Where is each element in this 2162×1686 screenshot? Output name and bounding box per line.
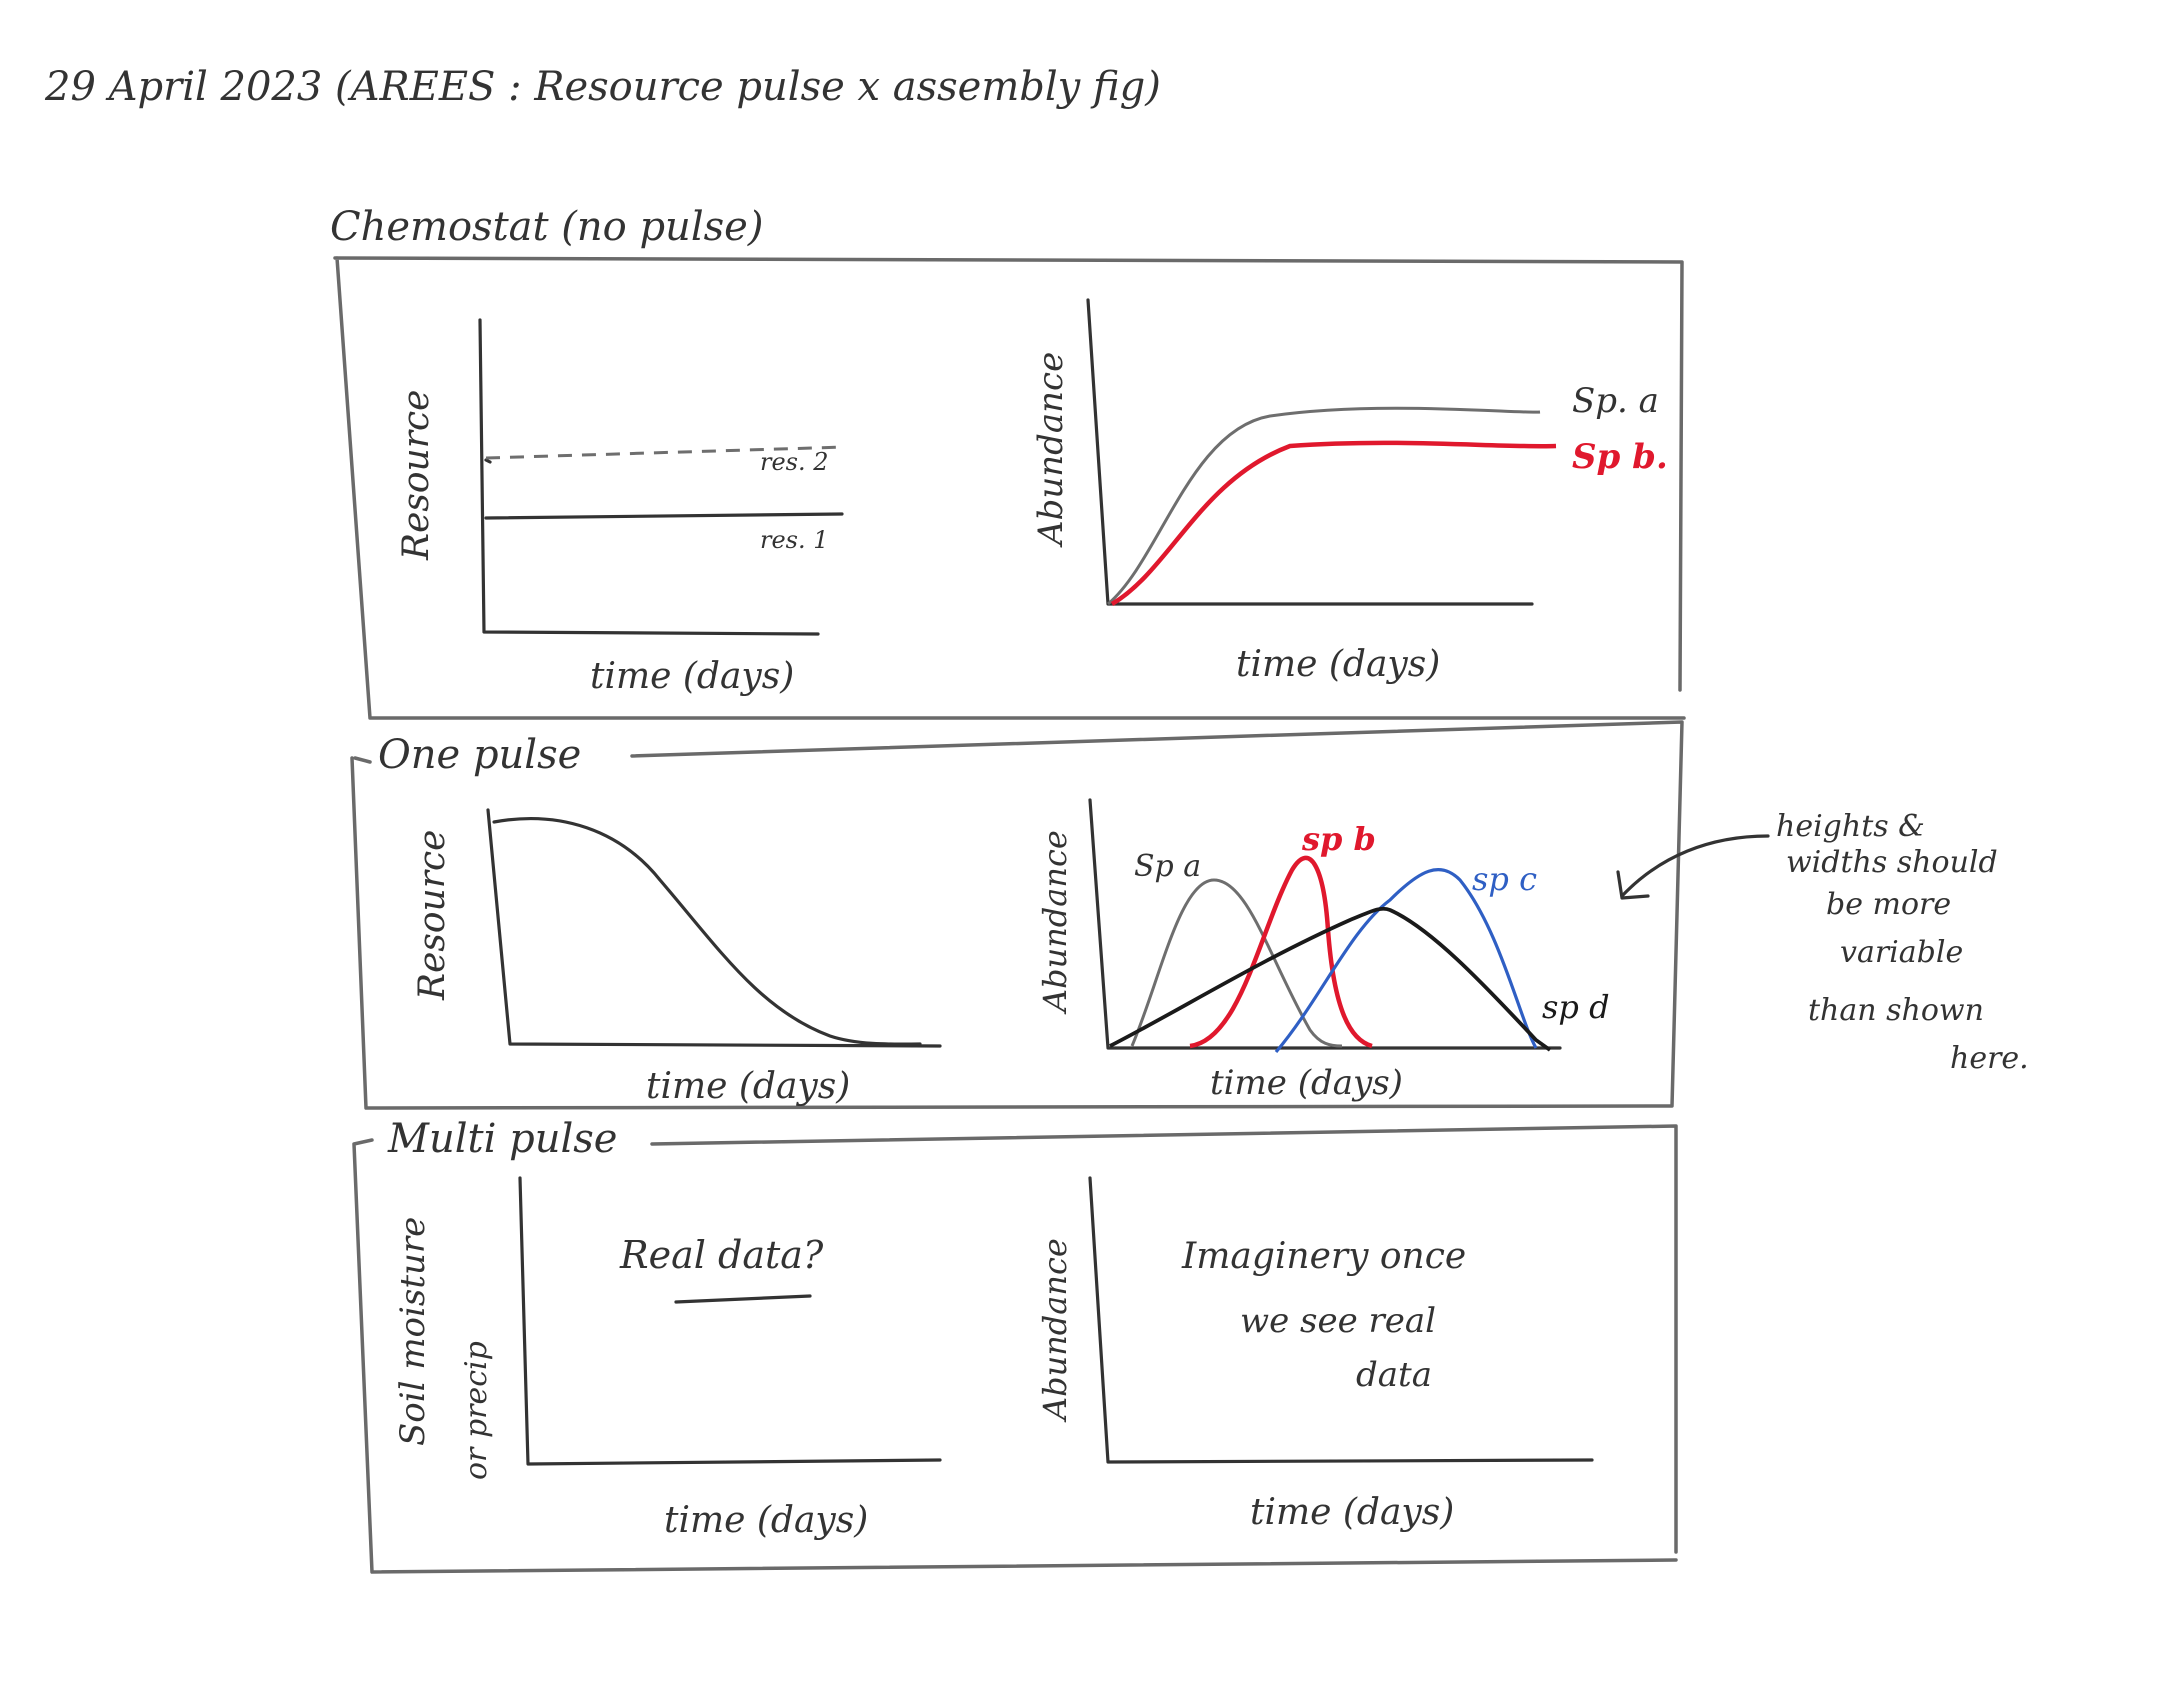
series-sp-b-label: sp b	[1301, 820, 1376, 858]
panel-one-pulse: One pulse Resource time (days) Sp a sp b…	[350, 720, 1684, 1110]
series-sp-d-label: sp d	[1542, 988, 1610, 1026]
series-sp-a-label: Sp a	[1134, 849, 1201, 884]
plot-abundance-chemostat: Sp. a Sp b. Abundance time (days)	[1031, 298, 1668, 685]
panel-chemostat: Chemostat (no pulse) res. 2 res. 1 Resou…	[330, 204, 1686, 720]
series-sp-c-curve	[1274, 868, 1538, 1054]
xlabel: time (days)	[664, 1500, 868, 1541]
axis-tick	[484, 458, 492, 464]
axes	[486, 808, 942, 1048]
axes	[1088, 798, 1562, 1050]
placeholder-note-line-2: we see real	[1240, 1301, 1436, 1341]
res1-label: res. 1	[760, 526, 829, 554]
placeholder-note-line-1: Imaginery once	[1181, 1236, 1466, 1277]
axes	[478, 318, 820, 636]
axes	[1086, 298, 1534, 606]
res2-label: res. 2	[760, 448, 829, 476]
note-underline	[674, 1294, 812, 1304]
xlabel: time (days)	[590, 656, 794, 697]
ylabel: Resource	[396, 390, 437, 561]
plot-resource-one-pulse: Resource time (days)	[412, 808, 942, 1107]
arrow-head	[1616, 870, 1650, 900]
panel-label-chemostat: Chemostat (no pulse)	[330, 204, 763, 250]
res1-line	[484, 512, 844, 520]
ylabel: Abundance	[1036, 830, 1074, 1015]
placeholder-note-line-3: data	[1356, 1355, 1432, 1395]
ylabel: Abundance	[1031, 352, 1071, 548]
axes	[518, 1176, 942, 1466]
annotation-line-5: than shown	[1808, 993, 1984, 1028]
annotation-note: heights & widths should be more variable…	[1616, 809, 2029, 1076]
xlabel: time (days)	[1236, 644, 1440, 685]
ylabel: Resource	[412, 830, 453, 1001]
arrow-shaft	[1620, 834, 1770, 898]
panel-frame-multi-pulse	[352, 1124, 1678, 1574]
page-title: 29 April 2023 (AREES : Resource pulse x …	[44, 64, 1161, 110]
series-sp-b-curve	[1189, 855, 1373, 1049]
series-sp-a-line	[1107, 406, 1541, 606]
xlabel: time (days)	[1210, 1063, 1403, 1103]
series-sp-d-curve	[1109, 906, 1552, 1052]
series-sp-b-line	[1110, 440, 1557, 606]
annotation-line-4: variable	[1840, 935, 1963, 970]
panel-label-multi-pulse: Multi pulse	[387, 1116, 617, 1162]
ylabel-line-2: or precip	[459, 1341, 494, 1480]
annotation-line-1: heights &	[1776, 809, 1925, 844]
panel-frame-chemostat	[333, 256, 1686, 720]
panel-label-one-pulse: One pulse	[378, 732, 581, 778]
axes	[1088, 1176, 1594, 1464]
annotation-text: heights & widths should be more variable…	[1776, 809, 2029, 1076]
ylabel: Abundance	[1036, 1238, 1074, 1423]
res2-line	[485, 445, 846, 460]
annotation-line-2: widths should	[1786, 845, 1998, 880]
ylabel-line-1: Soil moisture	[393, 1217, 433, 1446]
xlabel: time (days)	[646, 1066, 850, 1107]
series-sp-a-label: Sp. a	[1572, 381, 1659, 421]
panel-multi-pulse: Multi pulse Real data? Soil moisture or …	[352, 1116, 1678, 1574]
plot-resource-chemostat: res. 2 res. 1 Resource time (days)	[396, 318, 846, 697]
series-sp-b-label: Sp b.	[1572, 437, 1668, 477]
plot-abundance-one-pulse: Sp a sp b sp c sp d Abundance time (days…	[1036, 798, 1610, 1103]
xlabel: time (days)	[1250, 1492, 1454, 1533]
panel-frame-one-pulse	[350, 720, 1684, 1110]
plot-moisture-multi-pulse: Real data? Soil moisture or precip time …	[393, 1176, 942, 1541]
series-sp-a-curve	[1130, 878, 1343, 1048]
annotation-line-3: be more	[1826, 887, 1951, 922]
plot-abundance-multi-pulse: Imaginery once we see real data Abundanc…	[1036, 1176, 1594, 1533]
annotation-line-6: here.	[1950, 1041, 2029, 1076]
resource-decay-curve	[492, 817, 922, 1046]
placeholder-note: Real data?	[619, 1233, 824, 1277]
series-sp-c-label: sp c	[1472, 860, 1537, 898]
